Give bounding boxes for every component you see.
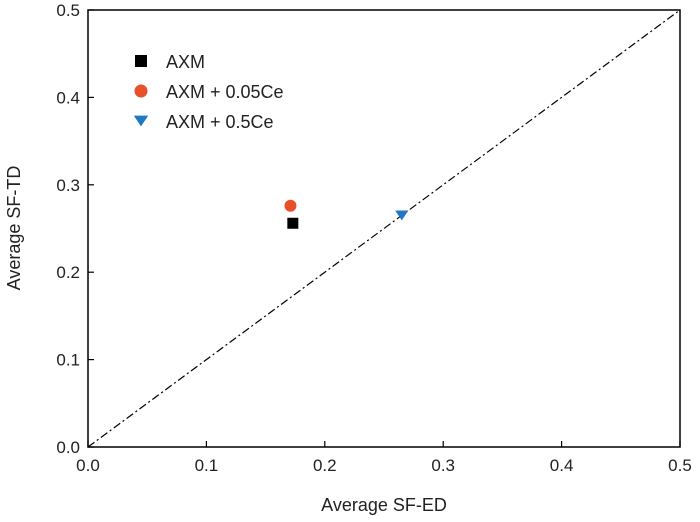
legend-label: AXM + 0.05Ce: [166, 82, 284, 102]
legend-label: AXM: [166, 52, 205, 72]
y-tick-label: 0.1: [56, 351, 80, 370]
legend-marker: [134, 84, 148, 98]
data-point: [284, 199, 297, 212]
data-points: [284, 199, 409, 229]
data-point: [287, 217, 299, 229]
y-axis: 0.0 0.1 0.2 0.3 0.4 0.5: [56, 1, 94, 457]
y-tick-label: 0.5: [56, 1, 80, 20]
y-tick-label: 0.2: [56, 263, 80, 282]
legend-marker: [133, 115, 149, 127]
x-tick-label: 0.4: [550, 456, 574, 475]
legend: AXM AXM + 0.05Ce AXM + 0.5Ce: [133, 52, 284, 132]
x-tick-label: 0.3: [431, 456, 455, 475]
x-tick-label: 0.1: [195, 456, 219, 475]
x-tick-label: 0.0: [76, 456, 100, 475]
y-tick-label: 0.3: [56, 176, 80, 195]
y-tick-label: 0.0: [56, 438, 80, 457]
x-tick-label: 0.5: [668, 456, 692, 475]
x-axis-title: Average SF-ED: [321, 495, 447, 515]
y-axis-title: Average SF-TD: [4, 166, 24, 291]
y-tick-label: 0.4: [56, 88, 80, 107]
legend-label: AXM + 0.5Ce: [166, 112, 274, 132]
data-point: [395, 210, 409, 221]
plot-area-frame: [87, 9, 681, 448]
legend-marker: [135, 55, 147, 67]
x-tick-label: 0.2: [313, 456, 337, 475]
x-axis: 0.0 0.1 0.2 0.3 0.4 0.5: [76, 441, 692, 475]
reference-line: [87, 9, 681, 448]
